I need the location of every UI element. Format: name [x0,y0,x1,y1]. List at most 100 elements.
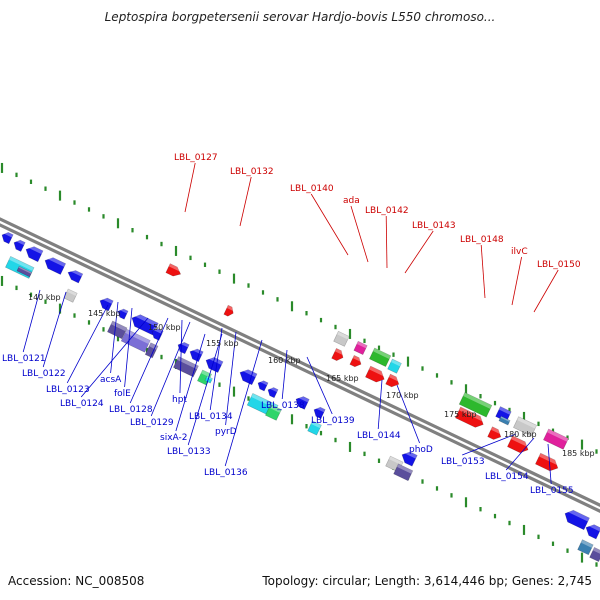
gene-arrow-11 [205,354,224,373]
backbone-upper-line [0,217,600,507]
gene-arrow-45 [535,452,561,472]
leader-line [42,291,67,368]
reverse-gene-label: hpt [172,395,187,405]
gene-box-34 [577,539,594,556]
scale-label: 180 kbp [504,430,537,439]
forward-gene-label: ilvC [511,247,528,257]
reverse-gene-label: LBL_0136 [204,468,248,478]
leader-line [225,331,237,426]
scale-labels: 140 kbp 145 kbp 150 kbp 155 kbp 160 kbp 165 k… [28,293,595,458]
forward-gene-label: ada [343,196,360,206]
gene-arrow-15 [295,394,310,410]
leader-line [377,379,383,430]
accession-number: Accession: NC_008508 [8,574,145,588]
forward-gene-label: LBL_0148 [460,235,504,245]
gene-box-28 [204,375,213,384]
gene-arrow-18 [564,507,590,531]
forward-gene-label: LBL_0142 [365,206,409,216]
scale-label: 160 kbp [268,356,301,365]
gene-box-53 [513,416,538,437]
forward-gene-label: LBL_0140 [290,184,334,194]
gene-arrow-0 [1,230,14,245]
reverse-gene-label: LBL_0121 [2,354,46,364]
gene-arrow-38 [331,347,346,361]
gene-box-54 [543,428,569,450]
gene-arrow-19 [585,522,600,540]
forward-gene-label: LBL_0150 [537,260,581,270]
reverse-gene-label: LBL_0129 [130,418,174,428]
gene-box-21 [16,265,33,278]
scale-label: 165 kbp [326,374,359,383]
scale-label: 155 kbp [206,339,239,348]
leader-line [281,349,288,400]
leader-line [480,244,486,299]
leader-line [124,307,133,388]
reverse-gene-label: LBL_0139 [311,416,355,426]
leader-line [462,433,517,456]
gene-arrow-37 [223,304,236,317]
leader-line [184,162,196,213]
reverse-gene-label: sixA-2 [160,433,187,443]
gene-arrow-5 [99,295,114,312]
reverse-gene-label: LBL_0144 [357,431,401,441]
leader-line [224,339,263,467]
gene-box-47 [353,340,368,356]
gene-arrow-42 [455,406,486,428]
gene-arrow-44 [507,435,531,454]
gene-box-31 [307,420,322,436]
reverse-gene-label: LBL_0124 [60,399,104,409]
gene-labels: LBL_0127LBL_0132LBL_0140adaLBL_0142LBL_0… [2,153,581,496]
leader-line [306,356,333,415]
reverse-gene-label: acsA [100,375,122,385]
leader-line [404,230,434,274]
leader-line [350,205,369,263]
gene-box-24 [120,328,151,353]
leader-line [179,319,183,394]
gene-box-33 [393,463,414,482]
leader-line [80,317,149,398]
scale-label: 185 kbp [562,449,595,458]
gene-box-26 [173,356,199,378]
gene-arrow-41 [385,373,402,388]
reverse-gene-label: LBL_0134 [189,412,233,422]
forward-gene-label: LBL_0132 [230,167,274,177]
gene-arrow-13 [257,378,269,392]
leader-line [505,437,535,471]
reverse-gene-label: folE [114,389,131,399]
gene-arrow-1 [13,238,26,252]
leader-line [22,289,41,353]
leader-line [66,304,109,384]
genome-backbone [0,217,600,513]
gene-box-49 [387,358,402,374]
gene-arrow-10 [189,346,204,363]
label-leader-lines [22,162,559,485]
reverse-gene-label: LBL_0123 [46,385,90,395]
gene-arrow-3 [44,255,67,275]
gene-arrow-2 [25,243,44,263]
gene-arrow-40 [365,365,387,383]
gene-arrow-6 [117,307,129,320]
leader-line [187,333,223,446]
gene-arrow-39 [349,354,364,368]
gene-arrow-17 [401,449,418,467]
leader-line [547,443,552,485]
gene-arrow-36 [165,263,183,277]
scale-label: 170 kbp [386,391,419,400]
leader-line [533,269,559,313]
leader-line [150,321,191,417]
reverse-gene-label: LBL_0128 [109,405,153,415]
tick-marks [0,162,598,567]
reverse-gene-label: LBL_0122 [22,369,66,379]
gene-box-48 [369,347,392,367]
gene-arrow-43 [487,426,504,440]
leader-line [511,256,522,306]
reverse-gene-label: pyrD [215,427,237,437]
forward-gene-label: LBL_0143 [412,221,456,231]
gene-box-46 [333,330,350,347]
scale-label: 140 kbp [28,293,61,302]
genome-summary: Topology: circular; Length: 3,614,446 bp… [262,574,592,588]
gene-box-22 [63,288,78,303]
gene-arrow-7 [131,312,159,336]
